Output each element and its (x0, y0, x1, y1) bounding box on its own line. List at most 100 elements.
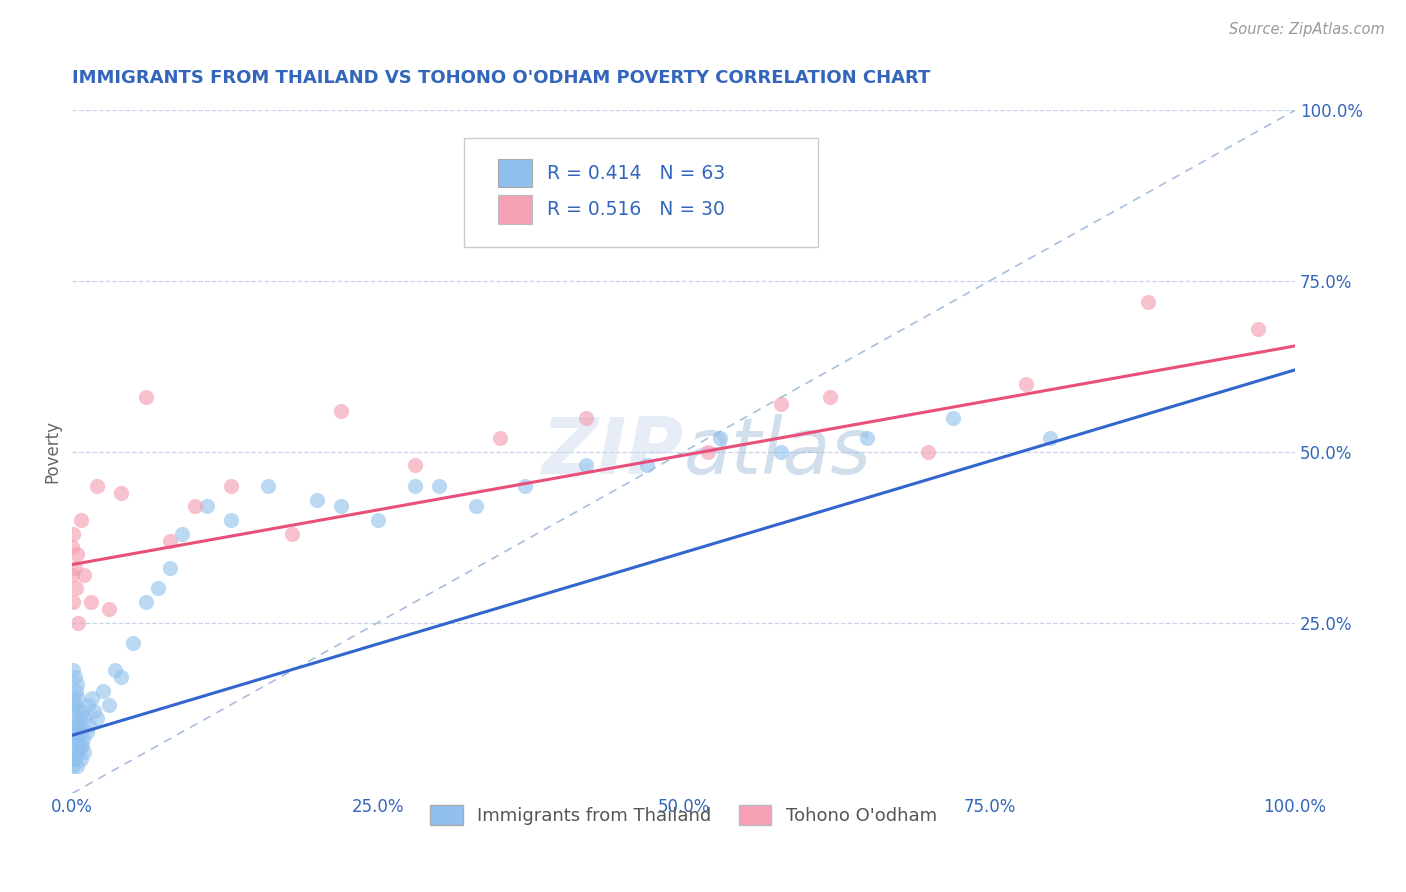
Point (1247, 322, 1270, 336)
Point (69, 724, 91, 739)
Point (219, 479, 242, 493)
Point (80, 690, 103, 705)
Point (63, 724, 86, 739)
Point (62, 718, 84, 732)
Point (159, 533, 181, 548)
Point (404, 479, 426, 493)
FancyBboxPatch shape (498, 159, 531, 187)
Point (183, 500, 205, 514)
Point (83, 705, 105, 719)
Point (66, 547, 89, 561)
Point (70, 739, 93, 753)
Text: IMMIGRANTS FROM THAILAND VS TOHONO O'ODHAM POVERTY CORRELATION CHART: IMMIGRANTS FROM THAILAND VS TOHONO O'ODH… (72, 69, 931, 87)
Point (60, 541, 83, 555)
Point (86, 711, 108, 725)
Point (62, 690, 84, 705)
Point (1015, 376, 1038, 391)
Point (73, 711, 96, 725)
Point (60, 567, 83, 582)
Point (65, 718, 87, 732)
Point (219, 513, 242, 527)
Point (97, 698, 120, 712)
FancyBboxPatch shape (498, 195, 531, 224)
Point (65, 582, 87, 596)
Point (770, 445, 793, 459)
Point (62, 595, 84, 609)
Point (62, 739, 84, 753)
Point (330, 500, 353, 514)
Point (856, 431, 879, 445)
Point (942, 410, 965, 425)
Point (367, 513, 389, 527)
Point (79, 595, 101, 609)
FancyBboxPatch shape (464, 137, 818, 247)
Point (97, 602, 120, 616)
Point (67, 718, 90, 732)
Point (330, 404, 353, 418)
Point (66, 705, 89, 719)
Legend: Immigrants from Thailand, Tohono O'odham: Immigrants from Thailand, Tohono O'odham (423, 797, 943, 832)
Text: atlas: atlas (683, 414, 872, 490)
Y-axis label: Poverty: Poverty (44, 420, 60, 483)
Point (257, 479, 280, 493)
Point (427, 479, 450, 493)
Point (404, 458, 426, 473)
Point (195, 500, 218, 514)
Point (1039, 431, 1062, 445)
Point (66, 731, 89, 746)
Point (66, 677, 89, 691)
Point (67, 690, 90, 705)
Point (709, 431, 731, 445)
Point (575, 458, 598, 473)
Point (69, 739, 91, 753)
Text: Source: ZipAtlas.com: Source: ZipAtlas.com (1229, 22, 1385, 37)
Point (73, 567, 96, 582)
Point (67, 615, 90, 630)
Point (63, 670, 86, 684)
Point (62, 759, 84, 773)
Point (70, 705, 93, 719)
Point (636, 458, 658, 473)
Point (76, 724, 98, 739)
Point (575, 410, 598, 425)
Point (770, 397, 793, 411)
Point (65, 745, 87, 759)
Point (77, 698, 100, 712)
Point (305, 492, 328, 507)
Point (65, 684, 87, 698)
Point (69, 513, 91, 527)
Point (60, 731, 83, 746)
Point (917, 445, 939, 459)
Point (122, 636, 145, 650)
Point (159, 561, 181, 575)
Point (86, 479, 108, 493)
Point (72, 731, 94, 746)
Point (697, 445, 720, 459)
Point (63, 698, 86, 712)
Point (63, 752, 86, 766)
Point (60, 705, 83, 719)
Text: R = 0.516   N = 30: R = 0.516 N = 30 (547, 200, 724, 219)
Point (146, 582, 169, 596)
Point (66, 759, 89, 773)
Point (489, 431, 512, 445)
Point (135, 595, 157, 609)
Point (135, 390, 157, 404)
Point (820, 390, 842, 404)
Point (172, 526, 194, 541)
Point (62, 526, 84, 541)
Point (110, 485, 132, 500)
Point (69, 752, 91, 766)
Point (67, 745, 90, 759)
Point (91, 684, 114, 698)
Point (104, 664, 127, 678)
Text: R = 0.414   N = 63: R = 0.414 N = 63 (547, 163, 725, 183)
Point (69, 711, 91, 725)
Point (513, 479, 536, 493)
Point (60, 752, 83, 766)
Point (281, 526, 304, 541)
Point (63, 561, 86, 575)
Point (1137, 294, 1160, 309)
Point (464, 500, 486, 514)
Point (62, 664, 84, 678)
